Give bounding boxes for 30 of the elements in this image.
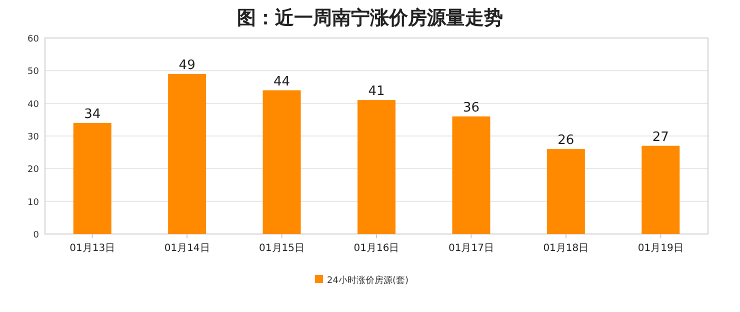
y-tick-label: 20 [28,165,40,176]
y-tick-label: 10 [28,198,40,208]
x-tick-label: 01月14日 [164,243,210,254]
chart-title: 图：近一周南宁涨价房源量走势 [237,7,503,29]
data-label: 36 [462,100,480,116]
bar [358,100,396,234]
x-tick-label: 01月15日 [259,243,305,254]
x-tick-label: 01月19日 [638,243,684,254]
data-label: 26 [558,133,574,148]
y-tick-label: 60 [28,34,40,44]
data-label: 49 [178,58,196,73]
bar [73,122,112,234]
y-tick-label: 40 [28,100,40,110]
legend-label: 24小时涨价房源(套) [327,275,408,286]
y-tick-label: 50 [28,67,40,78]
x-tick-label: 01月16日 [354,243,400,254]
data-label: 34 [84,106,101,122]
data-label: 44 [274,74,290,90]
bar [452,116,490,234]
data-label: 27 [652,130,669,145]
x-tick-label: 01月17日 [448,243,494,254]
bar [262,90,301,234]
bar [168,74,206,234]
y-tick-label: 0 [33,230,40,240]
bar [546,149,585,234]
x-tick-label: 01月13日 [70,243,116,254]
data-label: 41 [368,84,385,100]
y-tick-label: 30 [28,132,40,142]
x-tick-label: 01月18日 [543,243,589,254]
bar [642,146,680,234]
